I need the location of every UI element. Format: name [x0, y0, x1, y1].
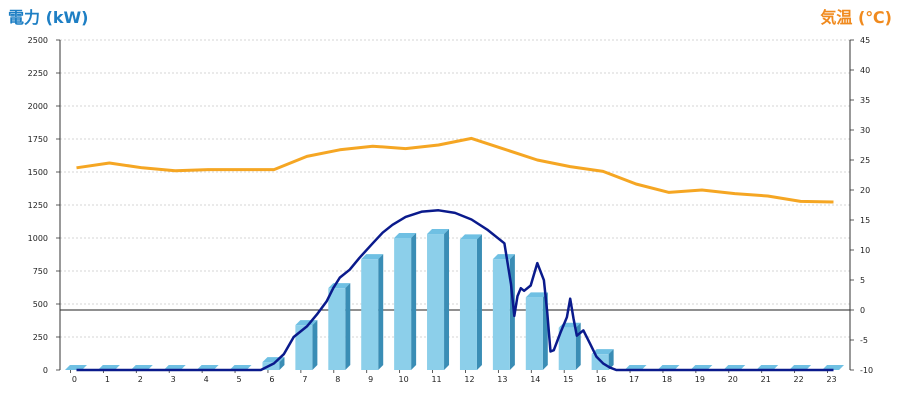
left-tick-label: 250 [33, 333, 48, 342]
left-tick-label: 1000 [28, 234, 48, 243]
x-tick-label: 3 [171, 375, 176, 384]
x-tick-label: 0 [72, 375, 77, 384]
x-tick-label: 18 [662, 375, 672, 384]
x-tick-label: 22 [794, 375, 804, 384]
right-axis-title: 気温 (℃) [820, 8, 892, 27]
x-tick-label: 7 [302, 375, 307, 384]
x-tick-label: 8 [335, 375, 340, 384]
x-tick-label: 9 [368, 375, 373, 384]
x-tick-label: 17 [629, 375, 639, 384]
x-tick-label: 11 [431, 375, 441, 384]
x-tick-label: 12 [464, 375, 474, 384]
left-tick-label: 2500 [28, 36, 48, 45]
temperature-line [76, 136, 834, 204]
left-tick-label: 2250 [28, 69, 48, 78]
bar-top [361, 254, 384, 260]
bar [558, 327, 576, 370]
bar-side [279, 357, 285, 370]
left-tick-label: 1250 [28, 201, 48, 210]
right-tick-label: 15 [860, 216, 870, 225]
x-tick-label: 6 [269, 375, 274, 384]
x-tick-label: 16 [596, 375, 606, 384]
bar-top [427, 229, 450, 235]
bar-side [476, 234, 482, 370]
bar [525, 297, 543, 370]
bar [492, 259, 510, 370]
bar-top [394, 233, 417, 238]
x-tick-label: 23 [826, 375, 836, 384]
left-tick-label: 2000 [28, 102, 48, 111]
bar-side [444, 229, 450, 370]
x-tick-label: 14 [530, 375, 540, 384]
x-tick-label: 5 [236, 375, 241, 384]
right-tick-label: -10 [860, 366, 873, 375]
right-tick-label: -5 [860, 336, 868, 345]
bar-top [492, 254, 515, 260]
x-tick-label: 13 [497, 375, 507, 384]
left-axis-title: 電力 (kW) [8, 8, 89, 27]
x-tick-label: 1 [105, 375, 110, 384]
x-tick-label: 15 [563, 375, 573, 384]
x-tick-label: 19 [695, 375, 705, 384]
bar-side [411, 233, 417, 370]
right-tick-label: 45 [860, 36, 870, 45]
left-tick-label: 750 [33, 267, 48, 276]
bar [394, 238, 412, 370]
bar-side [312, 320, 318, 370]
right-tick-label: 10 [860, 246, 870, 255]
x-tick-label: 10 [399, 375, 409, 384]
bar-top [525, 292, 548, 298]
right-tick-label: 0 [860, 306, 865, 315]
left-tick-label: 500 [33, 300, 48, 309]
bar-side [378, 254, 384, 370]
right-tick-label: 25 [860, 156, 870, 165]
x-tick-label: 20 [728, 375, 738, 384]
x-tick-label: 2 [138, 375, 143, 384]
left-tick-label: 0 [43, 366, 48, 375]
right-tick-label: 40 [860, 66, 870, 75]
bar-side [345, 283, 351, 370]
right-tick-label: 5 [860, 276, 865, 285]
right-tick-label: 20 [860, 186, 870, 195]
bar-side [608, 349, 614, 370]
left-tick-label: 1750 [28, 135, 48, 144]
left-tick-label: 1500 [28, 168, 48, 177]
bar [361, 259, 379, 370]
right-tick-label: 35 [860, 96, 870, 105]
bar [295, 325, 313, 370]
bar-top [459, 234, 482, 240]
bar [459, 239, 477, 370]
x-tick-label: 21 [761, 375, 771, 384]
bar [427, 234, 445, 370]
power-line [76, 209, 834, 372]
bar-top [591, 349, 614, 355]
x-tick-label: 4 [204, 375, 209, 384]
bar [328, 288, 346, 370]
right-tick-label: 30 [860, 126, 870, 135]
